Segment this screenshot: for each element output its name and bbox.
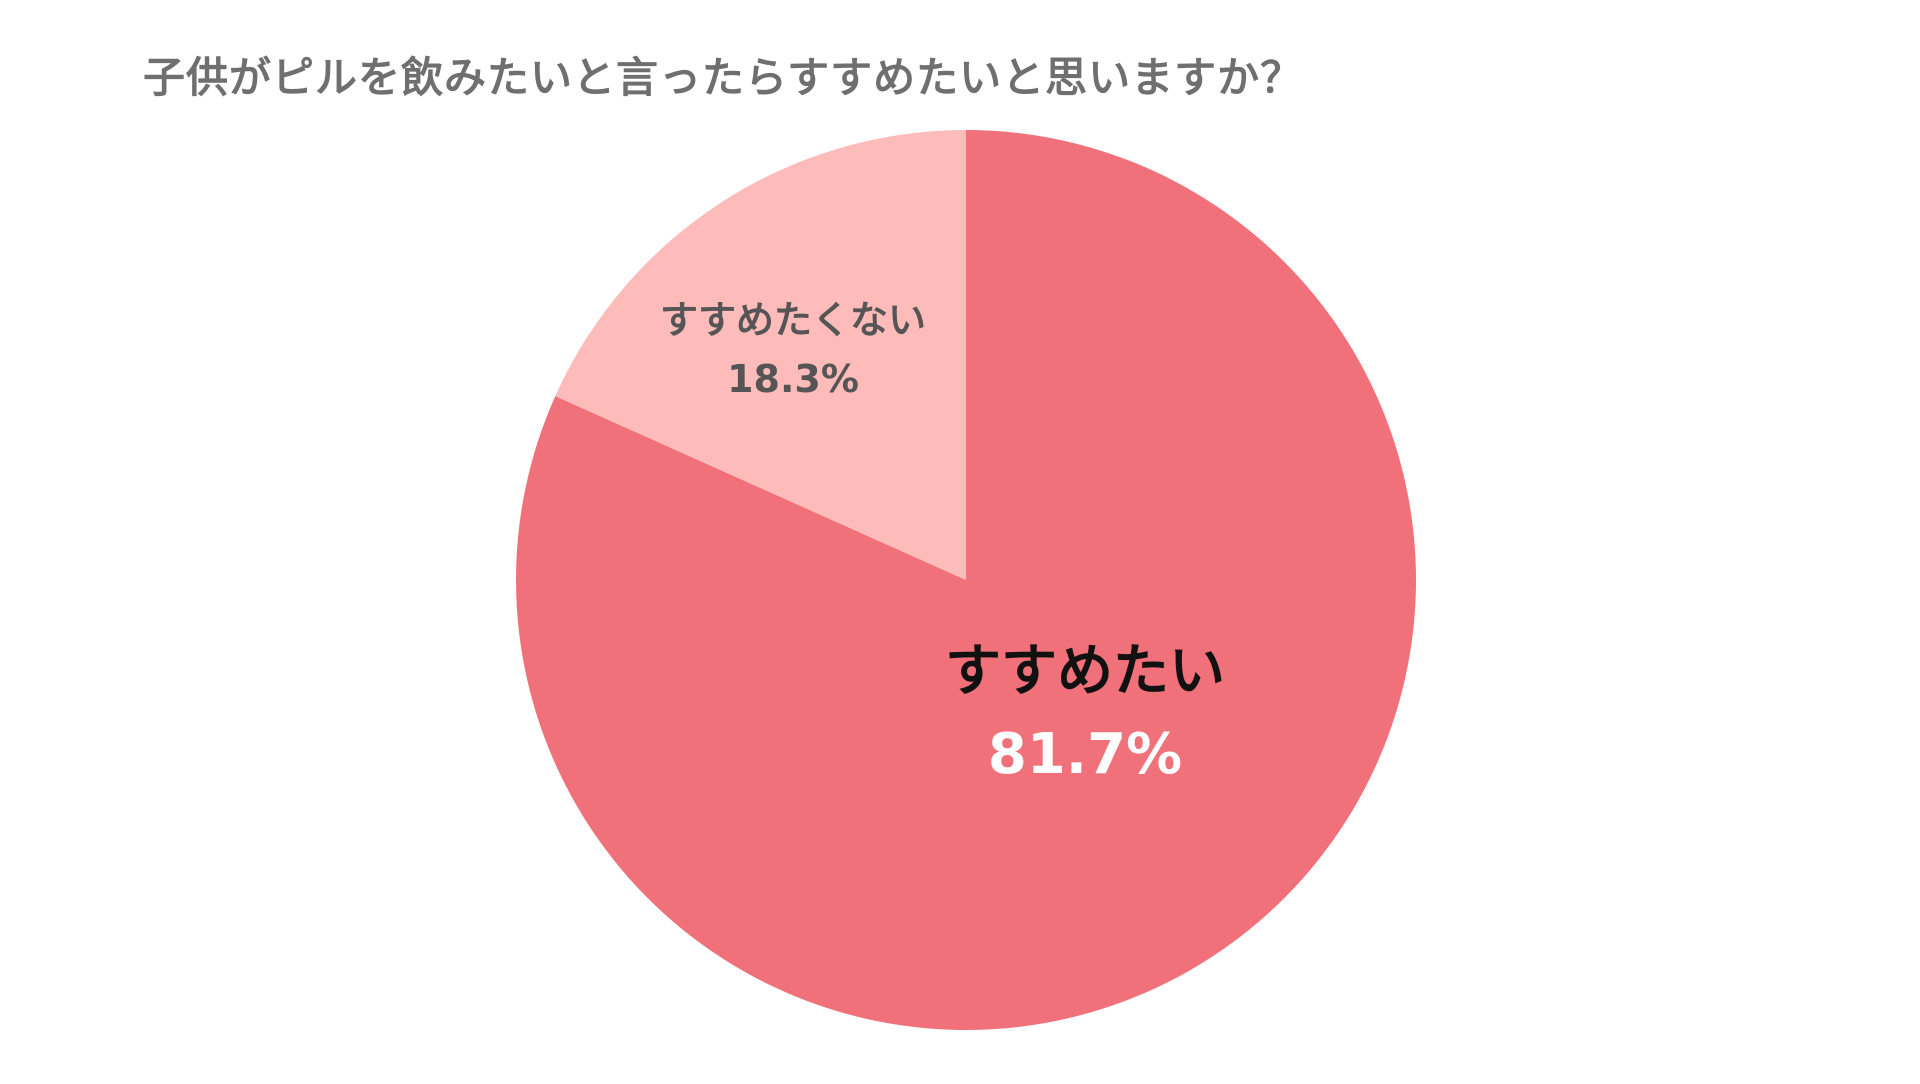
- slice-value-recommend: 81.7%: [988, 722, 1182, 787]
- slice-label-recommend: すすめたい: [945, 639, 1225, 704]
- chart-title: 子供がピルを飲みたいと言ったらすすめたいと思いますか？: [143, 53, 1304, 102]
- slice-label-not-recommend: すすめたくない: [660, 298, 926, 342]
- slice-value-not-recommend: 18.3%: [727, 357, 859, 401]
- pie-slice-not-recommend: [555, 130, 966, 580]
